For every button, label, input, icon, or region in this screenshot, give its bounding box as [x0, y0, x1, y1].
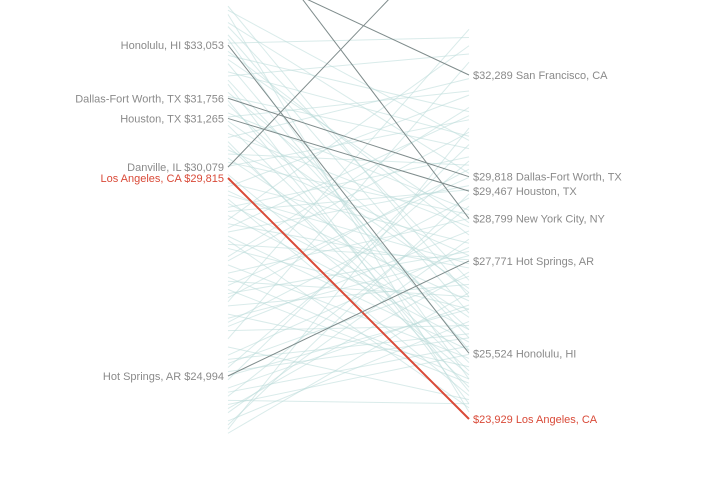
background-line: [227, 119, 470, 167]
series-line-los-angeles-ca: [227, 177, 470, 420]
right-label-new-york-city-ny: $28,799 New York City, NY: [473, 214, 606, 226]
background-line: [227, 193, 470, 426]
background-line: [227, 115, 470, 229]
background-line: [227, 37, 470, 44]
right-label-hot-springs-ar: $27,771 Hot Springs, AR: [473, 256, 594, 268]
series-line-new-york-city-ny: [302, 0, 470, 219]
background-line: [227, 161, 470, 215]
background-line: [227, 182, 470, 244]
labeled-lines: [227, 0, 470, 420]
background-line: [227, 189, 470, 212]
background-line: [227, 131, 470, 262]
background-lines: [227, 5, 470, 434]
background-line: [227, 353, 470, 405]
series-line-danville-il: [227, 0, 389, 168]
background-line: [227, 100, 470, 392]
series-line-hot-springs-ar: [227, 260, 470, 377]
background-line: [227, 59, 470, 224]
background-line: [227, 78, 470, 139]
series-line-san-francisco-ca: [307, 0, 470, 76]
background-line: [227, 197, 470, 323]
right-label-houston-tx: $29,467 Houston, TX: [473, 186, 577, 198]
background-line: [227, 308, 470, 377]
background-line: [227, 54, 470, 113]
background-line: [227, 53, 470, 77]
background-line: [227, 28, 470, 303]
background-line: [227, 280, 470, 298]
background-line: [227, 275, 470, 364]
background-line: [227, 238, 470, 414]
background-line: [227, 9, 470, 141]
background-line: [227, 230, 470, 327]
right-label-san-francisco-ca: $32,289 San Francisco, CA: [473, 70, 608, 82]
background-line: [227, 250, 470, 295]
background-line: [227, 145, 470, 372]
background-line: [227, 90, 470, 118]
background-line: [227, 95, 470, 150]
background-line: [227, 346, 470, 401]
left-label-houston-tx: Houston, TX $31,265: [120, 113, 224, 125]
background-line: [227, 5, 470, 298]
left-labels: Honolulu, HI $33,053 Dallas-Fort Worth, T…: [75, 40, 224, 383]
right-labels: $25,524 Honolulu, HI $29,818 Dallas-Fort …: [473, 70, 622, 426]
left-label-honolulu-hi: Honolulu, HI $33,053: [121, 40, 224, 52]
background-line: [227, 283, 470, 307]
background-line: [227, 289, 470, 384]
background-line: [227, 243, 470, 261]
background-line: [227, 112, 470, 211]
right-label-dallas-fort-worth-tx: $29,818 Dallas-Fort Worth, TX: [473, 172, 622, 184]
background-line: [227, 107, 470, 258]
left-label-dallas-fort-worth-tx: Dallas-Fort Worth, TX $31,756: [75, 93, 224, 105]
background-line: [227, 34, 470, 314]
background-line: [227, 168, 470, 299]
background-line: [227, 292, 470, 434]
background-line: [227, 276, 470, 380]
right-label-honolulu-hi: $25,524 Honolulu, HI: [473, 348, 576, 360]
left-label-danville-il: Danville, IL $30,079: [127, 162, 224, 174]
series-line-dallas-fort-worth-tx: [227, 97, 470, 178]
series-line-honolulu-hi: [227, 44, 470, 354]
background-line: [227, 345, 470, 393]
left-label-los-angeles-ca: Los Angeles, CA $29,815: [100, 173, 224, 185]
background-line: [227, 202, 470, 331]
series-line-houston-tx: [227, 117, 470, 192]
left-label-hot-springs-ar: Hot Springs, AR $24,994: [103, 371, 224, 383]
background-line: [227, 22, 470, 174]
background-line: [227, 104, 470, 331]
background-line: [227, 144, 470, 381]
background-line: [227, 333, 470, 360]
right-label-los-angeles-ca: $23,929 Los Angeles, CA: [473, 414, 598, 426]
background-line: [227, 255, 470, 319]
background-line: [227, 235, 470, 351]
background-line: [227, 399, 470, 405]
background-line: [227, 124, 470, 363]
background-line: [227, 194, 470, 265]
